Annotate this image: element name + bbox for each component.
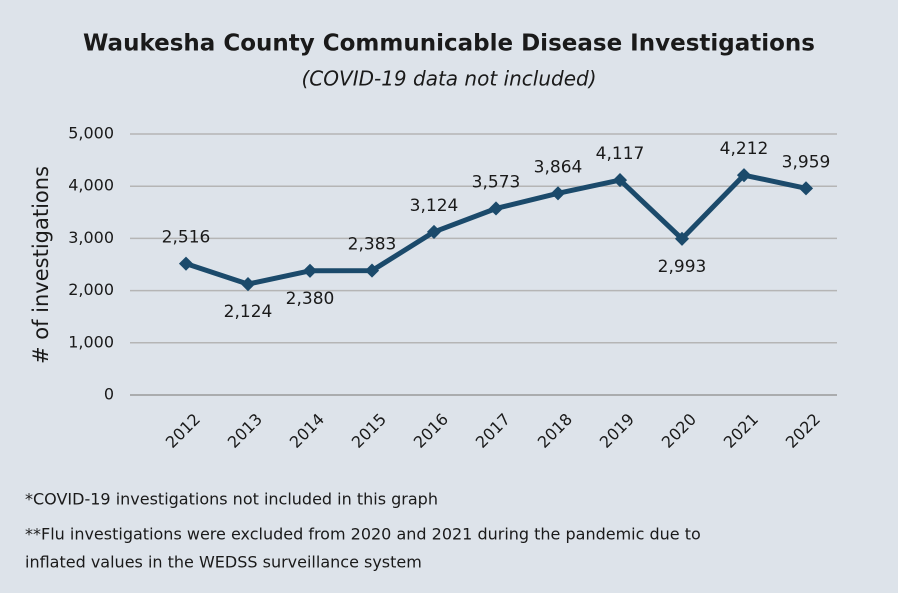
footnote: *COVID-19 investigations not included in… — [25, 490, 438, 509]
y-tick-label: 0 — [104, 385, 114, 404]
data-label: 4,212 — [720, 139, 769, 159]
x-tick-label: 2018 — [534, 410, 576, 452]
x-tick-label: 2020 — [658, 410, 700, 452]
data-label: 3,573 — [472, 172, 521, 192]
y-tick-label: 4,000 — [68, 176, 114, 195]
marker — [426, 224, 442, 239]
y-tick-label: 2,000 — [68, 280, 114, 299]
footnote: **Flu investigations were excluded from … — [25, 525, 701, 544]
x-tick-label: 2022 — [782, 410, 824, 452]
data-label: 2,380 — [286, 289, 335, 309]
marker — [488, 201, 504, 216]
data-label: 2,383 — [348, 235, 397, 255]
x-tick-label: 2014 — [286, 410, 328, 452]
chart-subtitle: (COVID-19 data not included) — [302, 67, 597, 91]
marker — [364, 263, 380, 278]
marker — [178, 256, 194, 271]
x-tick-label: 2016 — [410, 410, 452, 452]
x-tick-label: 2015 — [348, 410, 390, 452]
marker — [240, 277, 256, 292]
x-tick-label: 2017 — [472, 410, 514, 452]
y-axis-label: # of investigations — [29, 166, 53, 364]
y-tick-label: 5,000 — [68, 124, 114, 143]
data-label: 3,959 — [782, 152, 831, 172]
x-tick-label: 2019 — [596, 410, 638, 452]
data-label: 4,117 — [596, 144, 645, 164]
y-tick-label: 3,000 — [68, 228, 114, 247]
marker — [612, 173, 628, 188]
marker — [798, 181, 814, 196]
data-label: 3,864 — [534, 157, 583, 177]
marker — [736, 168, 752, 183]
marker — [674, 231, 690, 246]
x-tick-label: 2012 — [162, 410, 204, 452]
data-label: 3,124 — [410, 196, 459, 216]
chart-title: Waukesha County Communicable Disease Inv… — [83, 31, 815, 57]
x-tick-label: 2013 — [224, 410, 266, 452]
x-tick-label: 2021 — [720, 410, 762, 452]
marker — [550, 186, 566, 201]
marker — [302, 263, 318, 278]
data-label: 2,516 — [162, 228, 211, 248]
data-label: 2,124 — [224, 302, 273, 322]
footnote: inflated values in the WEDSS surveillanc… — [25, 553, 422, 572]
y-tick-label: 1,000 — [68, 332, 114, 351]
data-label: 2,993 — [658, 257, 707, 277]
